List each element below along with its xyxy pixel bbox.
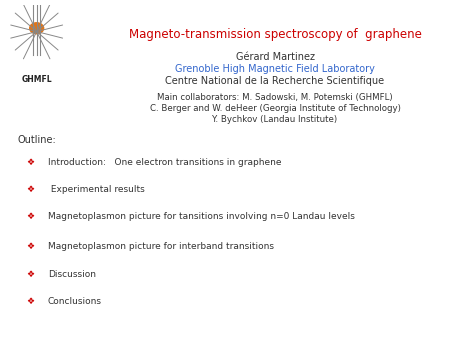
Text: ❖: ❖ <box>26 270 34 279</box>
Text: Y. Bychkov (Landau Institute): Y. Bychkov (Landau Institute) <box>212 115 338 124</box>
Ellipse shape <box>29 22 45 34</box>
Text: C. Berger and W. deHeer (Georgia Institute of Technology): C. Berger and W. deHeer (Georgia Institu… <box>149 104 400 113</box>
Text: ❖: ❖ <box>26 212 34 221</box>
Text: Introduction:   One electron transitions in graphene: Introduction: One electron transitions i… <box>48 158 282 167</box>
Text: ❖: ❖ <box>26 158 34 167</box>
Text: Grenoble High Magnetic Field Laboratory: Grenoble High Magnetic Field Laboratory <box>175 64 375 74</box>
Text: Centre National de la Recherche Scientifique: Centre National de la Recherche Scientif… <box>166 76 385 86</box>
Text: ❖: ❖ <box>26 185 34 194</box>
Text: Magneto-transmission spectroscopy of  graphene: Magneto-transmission spectroscopy of gra… <box>129 28 422 41</box>
Text: Gérard Martinez: Gérard Martinez <box>235 52 315 62</box>
Text: Magnetoplasmon picture for interband transitions: Magnetoplasmon picture for interband tra… <box>48 242 274 251</box>
Text: ❖: ❖ <box>26 242 34 251</box>
Text: Main collaborators: M. Sadowski, M. Potemski (GHMFL): Main collaborators: M. Sadowski, M. Pote… <box>157 93 393 102</box>
Text: ❖: ❖ <box>26 297 34 306</box>
Text: Outline:: Outline: <box>18 135 57 145</box>
Text: Experimental results: Experimental results <box>48 185 145 194</box>
Text: Discussion: Discussion <box>48 270 96 279</box>
Text: Magnetoplasmon picture for tansitions involving n=0 Landau levels: Magnetoplasmon picture for tansitions in… <box>48 212 355 221</box>
Text: GHMFL: GHMFL <box>21 75 52 84</box>
Text: Conclusions: Conclusions <box>48 297 102 306</box>
